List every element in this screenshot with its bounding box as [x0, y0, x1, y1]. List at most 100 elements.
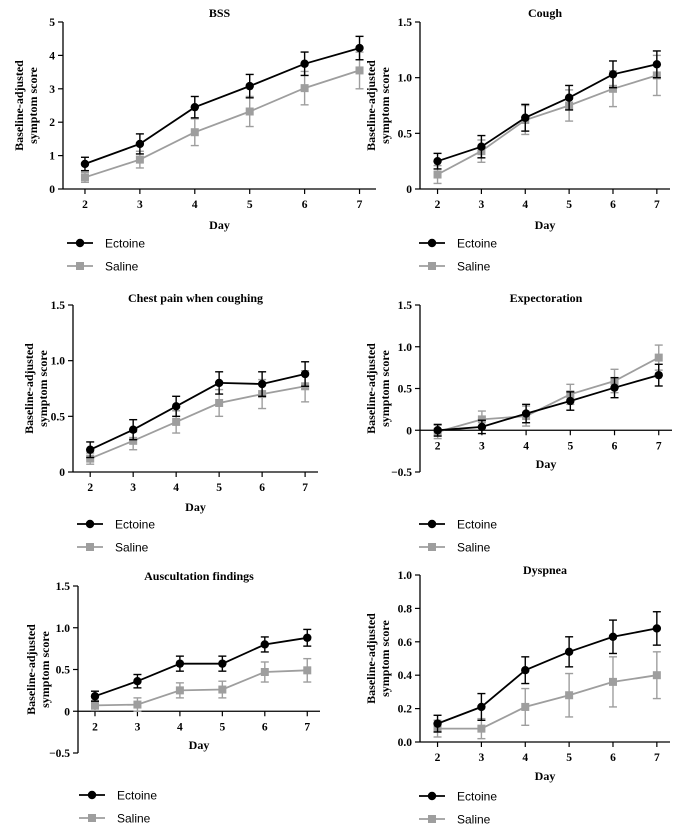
- y-axis-label: Baseline-adjusted: [364, 60, 378, 151]
- legend-marker: [428, 815, 436, 823]
- y-axis-label: Baseline-adjusted: [364, 613, 378, 704]
- x-tick-label: 5: [216, 482, 222, 494]
- x-tick-label: 3: [130, 482, 136, 494]
- series-line: [437, 674, 657, 730]
- legend-label: Saline: [117, 812, 151, 826]
- data-point: [564, 93, 574, 102]
- legend-item-ectoine: Ectoine: [419, 518, 497, 532]
- data-point: [260, 640, 270, 649]
- data-point: [300, 84, 309, 93]
- data-point: [218, 659, 227, 668]
- series-line: [84, 69, 360, 179]
- series-ectoine: [90, 628, 312, 702]
- legend-label: Saline: [105, 260, 139, 274]
- x-tick-label: 7: [656, 440, 662, 452]
- x-tick-label: 4: [173, 482, 179, 494]
- y-tick-label: 1.0: [398, 570, 413, 582]
- data-point: [135, 139, 145, 149]
- x-tick-label: 4: [523, 440, 529, 452]
- chart-panel-5: Auscultation findings −0.5 0 0.5 1.0 1.5 2 3 4 5 6…: [24, 569, 320, 826]
- legend-marker: [427, 238, 437, 248]
- x-tick-label: 5: [566, 199, 572, 211]
- x-tick-label: 2: [435, 752, 441, 764]
- legend-marker: [87, 790, 97, 800]
- legend-item-saline: Saline: [419, 260, 491, 274]
- x-tick-label: 7: [357, 199, 363, 211]
- y-tick-label: 0: [406, 425, 412, 437]
- legend-marker: [86, 543, 94, 551]
- legend-item-saline: Saline: [419, 813, 491, 827]
- x-tick-label: 5: [566, 752, 572, 764]
- series-line: [437, 63, 658, 163]
- legend-item-saline: Saline: [77, 541, 149, 555]
- legend-marker: [427, 519, 437, 529]
- data-point: [608, 677, 617, 686]
- data-point: [566, 396, 575, 406]
- legend-label: Ectoine: [115, 518, 155, 532]
- data-point: [90, 692, 100, 701]
- data-point: [521, 665, 530, 675]
- legend-item-saline: Saline: [79, 812, 151, 826]
- series-ectoine: [80, 35, 364, 172]
- chart-title: Chest pain when coughing: [128, 291, 263, 305]
- x-axis-label: Day: [535, 769, 556, 783]
- y-tick-label: 1.0: [398, 73, 413, 85]
- series-ectoine: [433, 611, 662, 733]
- y-tick-label: −0.5: [49, 748, 70, 760]
- data-point: [86, 454, 95, 463]
- y-axis-label: symptom score: [378, 619, 392, 696]
- y-tick-label: 2: [49, 117, 55, 129]
- series-saline: [80, 51, 364, 184]
- y-tick-label: 1.0: [51, 356, 66, 368]
- x-tick-label: 6: [302, 199, 308, 211]
- data-point: [85, 445, 95, 454]
- data-point: [128, 425, 138, 434]
- legend-label: Ectoine: [457, 237, 497, 251]
- legend-marker: [427, 791, 437, 801]
- legend-item-ectoine: Ectoine: [419, 790, 497, 804]
- series-line: [89, 385, 306, 460]
- y-tick-label: 0: [49, 184, 55, 196]
- data-point: [610, 383, 619, 392]
- x-axis-label: Day: [185, 500, 206, 514]
- y-tick-label: 1.5: [398, 17, 413, 29]
- y-tick-label: 0.0: [398, 737, 413, 749]
- y-axis-label: symptom score: [378, 349, 392, 426]
- series-saline: [86, 369, 310, 465]
- series-ectoine: [433, 363, 663, 437]
- data-point: [260, 668, 269, 677]
- x-tick-label: 2: [87, 482, 93, 494]
- series-line: [94, 669, 308, 707]
- data-point: [80, 159, 90, 169]
- series-saline: [433, 344, 663, 440]
- x-tick-label: 3: [135, 721, 141, 733]
- y-tick-label: 0.5: [56, 665, 71, 677]
- x-axis-label: Day: [535, 218, 556, 232]
- x-tick-label: 2: [435, 440, 441, 452]
- data-point: [300, 369, 310, 379]
- data-point: [90, 701, 99, 710]
- legend-item-saline: Saline: [67, 260, 139, 274]
- x-tick-label: 7: [654, 752, 660, 764]
- x-tick-label: 6: [262, 721, 268, 733]
- legend-marker: [85, 519, 95, 529]
- data-point: [245, 107, 254, 116]
- data-point: [300, 59, 309, 68]
- series-line: [437, 356, 660, 433]
- data-point: [608, 632, 618, 641]
- series-ectoine: [433, 50, 662, 170]
- x-axis-label: Day: [209, 218, 230, 232]
- legend-marker: [75, 238, 85, 248]
- y-tick-label: 1.5: [56, 581, 71, 593]
- data-point: [175, 659, 185, 668]
- legend-label: Saline: [457, 541, 491, 555]
- x-tick-label: 4: [522, 752, 528, 764]
- series-line: [437, 627, 657, 725]
- y-tick-label: 1.0: [398, 342, 413, 354]
- data-point: [433, 426, 442, 435]
- chart-title: Cough: [528, 6, 562, 20]
- data-point: [654, 370, 663, 380]
- x-tick-label: 5: [247, 199, 253, 211]
- data-point: [433, 156, 442, 166]
